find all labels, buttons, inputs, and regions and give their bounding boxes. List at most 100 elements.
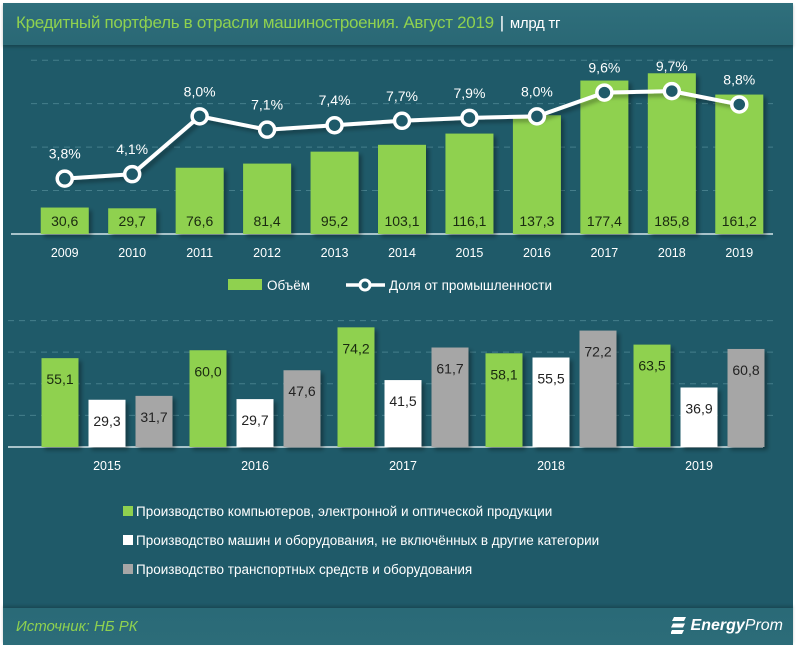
x-tick-label: 2017: [590, 246, 618, 260]
bar-label: 47,6: [288, 383, 315, 399]
line-marker: [55, 169, 74, 188]
x-tick-label: 2009: [51, 246, 79, 260]
x-tick-label: 2010: [118, 246, 146, 260]
title-text: Кредитный портфель в отрасли машинострое…: [16, 13, 494, 32]
bar-series-3: [283, 370, 321, 447]
bar-volume: [512, 115, 561, 234]
x-tick-label: 2015: [456, 246, 484, 260]
bar-label: 116,1: [452, 213, 486, 229]
bar-volume: [378, 144, 426, 234]
chart-bottom-grouped: 55,1 29,3 31,7 60,0 29,7 47,6 74,2 41,5 61,7 58,1…: [8, 320, 773, 577]
bar-label: 60,0: [194, 363, 221, 379]
bar-label: 177,4: [587, 213, 622, 229]
bar-label: 29,7: [241, 412, 268, 428]
line-marker: [595, 83, 614, 102]
x-tick-label: 2015: [93, 459, 121, 473]
bar-label: 31,7: [140, 409, 167, 425]
bar-series-1: [633, 344, 671, 447]
bar-label: 72,2: [584, 344, 611, 360]
x-tick-label: 2011: [186, 246, 213, 260]
line-label: 7,7%: [386, 88, 418, 104]
bar-series-2: [384, 380, 422, 447]
bar-series-1: [189, 350, 227, 447]
legend-swatch-series-1: [123, 506, 133, 516]
x-tick-label: 2018: [658, 246, 686, 260]
footer-bar: Источник: НБ РК EnergyProm: [3, 608, 793, 645]
bar-label: 81,4: [253, 213, 280, 229]
bar-series-2: [680, 387, 718, 447]
bar-label: 41,5: [389, 393, 416, 409]
bar-volume: [715, 94, 764, 234]
line-label: 8,8%: [723, 71, 755, 87]
bar-volume: [310, 151, 359, 234]
bar-volume: [108, 208, 157, 234]
line-label: 3,8%: [49, 146, 81, 162]
line-label: 9,7%: [656, 58, 688, 74]
x-tick-label: 2016: [241, 459, 269, 473]
line-marker: [730, 95, 749, 114]
bar-series-1: [337, 327, 375, 447]
bar-label: 29,3: [93, 413, 120, 429]
bar-series-1: [485, 353, 523, 447]
x-tick-label: 2013: [321, 246, 349, 260]
line-marker: [662, 81, 682, 101]
bar-label: 30,6: [51, 213, 78, 229]
bar-series-2: [532, 357, 570, 447]
bar-label: 61,7: [436, 361, 463, 377]
line-marker: [460, 108, 479, 128]
line-label: 9,6%: [588, 60, 620, 76]
bar-volume: [580, 80, 629, 234]
legend-label-series-3: Производство транспортных средств и обор…: [136, 562, 472, 577]
line-marker: [527, 107, 547, 126]
x-tick-label: 2019: [685, 459, 713, 473]
logo-text-light: Prom: [744, 617, 783, 634]
bar-volume: [243, 163, 292, 234]
bar-label: 55,5: [537, 371, 564, 387]
line-marker: [392, 111, 412, 131]
bar-volume: [445, 133, 494, 234]
line-label: 7,4%: [319, 92, 351, 108]
line-label: 7,9%: [453, 85, 485, 101]
bar-series-3: [579, 330, 617, 447]
legend-swatch-series-2: [123, 535, 133, 545]
energyprom-logo: EnergyProm: [670, 614, 783, 638]
bar-series-3: [135, 395, 173, 447]
x-tick-label: 2019: [725, 246, 753, 260]
chart-top-combo: 30,6 29,7 76,6 81,4 95,2 103,1 116,1 137,3 177,4…: [11, 58, 773, 293]
bar-label: 55,1: [46, 371, 73, 387]
line-label: 7,1%: [251, 97, 283, 113]
bar-label: 29,7: [119, 213, 146, 229]
bar-label: 60,8: [732, 362, 759, 378]
bar-label: 58,1: [490, 366, 517, 382]
bar-series-2: [88, 399, 126, 447]
bar-label: 76,6: [186, 213, 213, 229]
line-marker: [190, 107, 209, 126]
source-note: Источник: НБ РК: [16, 618, 138, 635]
legend-swatch-series-3: [123, 564, 133, 574]
title-separator: |: [499, 13, 504, 32]
chart-title: Кредитный портфель в отрасли машинострое…: [16, 13, 560, 33]
energyprom-logo-icon: [670, 617, 686, 634]
line-marker: [325, 115, 344, 135]
bar-series-3: [727, 348, 765, 447]
line-label: 8,0%: [184, 83, 216, 99]
bar-label: 63,5: [638, 358, 665, 374]
bar-label: 161,2: [722, 213, 757, 229]
bar-label: 95,2: [321, 213, 348, 229]
bar-label: 185,8: [654, 213, 689, 229]
legend-label-share: Доля от промышленности: [389, 278, 552, 293]
x-tick-label: 2018: [537, 459, 565, 473]
legend-marker-share: [358, 278, 372, 292]
bar-label: 36,9: [685, 400, 712, 416]
bar-label: 103,1: [384, 213, 419, 229]
logo-text: EnergyProm: [691, 617, 783, 635]
bar-label: 137,3: [519, 213, 554, 229]
legend-label-volume: Объём: [267, 278, 310, 293]
line-marker: [257, 120, 277, 139]
bar-volume: [40, 207, 89, 234]
logo-text-bold: Energy: [690, 617, 745, 634]
bar-label: 74,2: [342, 340, 369, 356]
line-label: 8,0%: [521, 83, 553, 99]
header-bar: Кредитный портфель в отрасли машинострое…: [3, 3, 793, 45]
bar-volume: [175, 167, 224, 234]
